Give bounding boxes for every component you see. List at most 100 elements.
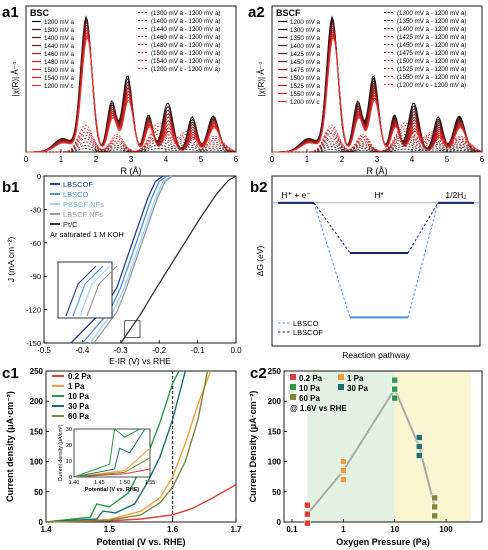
legend-label: 10 Pa (68, 392, 89, 401)
panel-label-c1: c1 (2, 365, 19, 382)
x-axis-label: R (Å) (367, 166, 388, 176)
y-tick-label: 150 (268, 427, 282, 436)
legend-label: (1550 mV a - 1200 mV a) (397, 74, 466, 81)
legend-label: (1475 mV a - 1200 mV a) (397, 50, 466, 57)
legend-label: 60 Pa (68, 412, 89, 421)
legend-label: 1200 mV a (44, 19, 74, 26)
inset-line (73, 468, 151, 478)
legend-label: LBSCF NFs (63, 210, 103, 219)
x-tick-label: 1 (305, 155, 310, 164)
legend-label: (1300 mV a - 1200 mV a) (151, 10, 220, 17)
x-tick-label: 1.7 (230, 525, 242, 534)
x-axis-label: Reaction pathway (342, 350, 410, 360)
legend-label: 1350 mV a (290, 35, 320, 42)
x-tick-label: 2 (94, 155, 99, 164)
legend-label: 1200 mV c (44, 83, 74, 90)
y-tick-label: -90 (30, 272, 41, 281)
energy-connector (407, 202, 439, 318)
data-point (304, 501, 311, 509)
y-tick-label: -150 (26, 339, 41, 348)
x-tick-label: 1.6 (167, 525, 179, 534)
series-line (45, 370, 209, 523)
series-line (45, 370, 180, 523)
legend-label: (1400 mV a - 1200 mV a) (151, 18, 220, 25)
difference-line (272, 122, 483, 153)
inset-line (73, 457, 151, 478)
x-tick-label: 0 (24, 155, 29, 164)
legend-label: (1500 mV a - 1200 mV a) (151, 50, 220, 57)
legend-label: (1300 mV a - 1200 mV a) (397, 10, 466, 17)
legend-label: 0.2 Pa (68, 372, 92, 381)
legend-label: 10 Pa (299, 384, 320, 393)
legend-label: 1400 mV a (44, 35, 74, 42)
panel-label-b2: b2 (250, 179, 268, 196)
chart-title: BSC (30, 8, 50, 18)
legend-label: 1475 mV a (290, 67, 320, 74)
plot-frame (45, 370, 237, 523)
data-point (304, 510, 311, 518)
legend-label: (1460 mV a - 1200 mV a) (151, 34, 220, 41)
legend-label: 1500 mV a (44, 67, 74, 74)
inset-y-tick-label: 20 (66, 443, 72, 449)
legend-label: 1540 mV a (44, 75, 74, 82)
legend-label: (1450 mV a - 1200 mV a) (397, 42, 466, 49)
legend-label: (1425 mV a - 1200 mV a) (397, 34, 466, 41)
y-axis-label: |χ(R)| Å⁻⁴ (257, 61, 266, 96)
x-tick-label: -0.1 (191, 346, 205, 355)
x-tick-label: 100 (439, 525, 453, 534)
y-tick-label: 150 (30, 427, 44, 436)
inset-y-tick-label: 0 (69, 475, 72, 481)
legend-label: 1 Pa (347, 374, 364, 383)
inset-line (79, 265, 111, 317)
state-label: 1/2H₂ (445, 190, 466, 200)
legend-label: 30 Pa (68, 402, 89, 411)
y-tick-label: 100 (30, 458, 44, 467)
y-tick-label: -30 (30, 205, 41, 214)
inset-line (73, 447, 151, 478)
x-axis-label: Potential (V vs. RHE) (96, 537, 185, 547)
x-tick-label: 1.4 (40, 525, 52, 534)
x-tick-label: 1.5 (104, 525, 116, 534)
legend-label: 1440 mV a (44, 43, 74, 50)
series-line (81, 175, 168, 344)
energy-connector (313, 202, 351, 254)
chart-title: BSCF (276, 8, 301, 18)
y-axis-label: Current density (μA·cm⁻²) (5, 391, 15, 502)
series-line (93, 175, 173, 344)
state-label: H* (374, 190, 384, 200)
y-tick-label: 0 (277, 518, 282, 527)
difference-line (26, 122, 237, 153)
plot-frame (43, 175, 237, 344)
y-tick-label: 0 (37, 172, 41, 181)
data-point (431, 494, 438, 502)
data-point (304, 519, 311, 527)
x-tick-label: 6 (480, 155, 485, 164)
legend-label: (1440 mV a - 1200 mV a) (151, 26, 220, 33)
inset-x-tick-label: 1.55 (145, 480, 156, 486)
series-line (120, 175, 237, 344)
legend-label: 1200 mV a (290, 19, 320, 26)
data-point (340, 467, 347, 474)
panel-label-a1: a1 (2, 4, 19, 21)
state-label: H⁺ + e⁻ (281, 190, 311, 200)
x-tick-label: 0.1 (286, 525, 298, 534)
inset-y-tick-label: 10 (66, 459, 72, 465)
inset-y-tick-label: 30 (66, 427, 72, 433)
inset-line (65, 265, 97, 317)
y-tick-label: 50 (34, 488, 43, 497)
x-tick-label: -0.3 (114, 346, 128, 355)
annotation-text: @ 1.6V vs RHE (290, 404, 347, 413)
legend-label: 1450 mV a (290, 59, 320, 66)
legend-label: 60 Pa (299, 394, 320, 403)
legend-label: (1540 mV a - 1200 mV a) (151, 58, 220, 65)
data-point (431, 503, 438, 511)
x-axis-label: Oxygen Pressure (Pa) (336, 537, 430, 547)
panel-label-c2: c2 (250, 365, 267, 382)
chart-b2: H⁺ + e⁻ H* 1/2H₂ ΔG (eV) Reaction pathway LBS… (255, 175, 481, 360)
legend-label: 1300 mV a (290, 27, 320, 34)
x-tick-label: 0 (270, 155, 275, 164)
inset-line (73, 428, 141, 478)
